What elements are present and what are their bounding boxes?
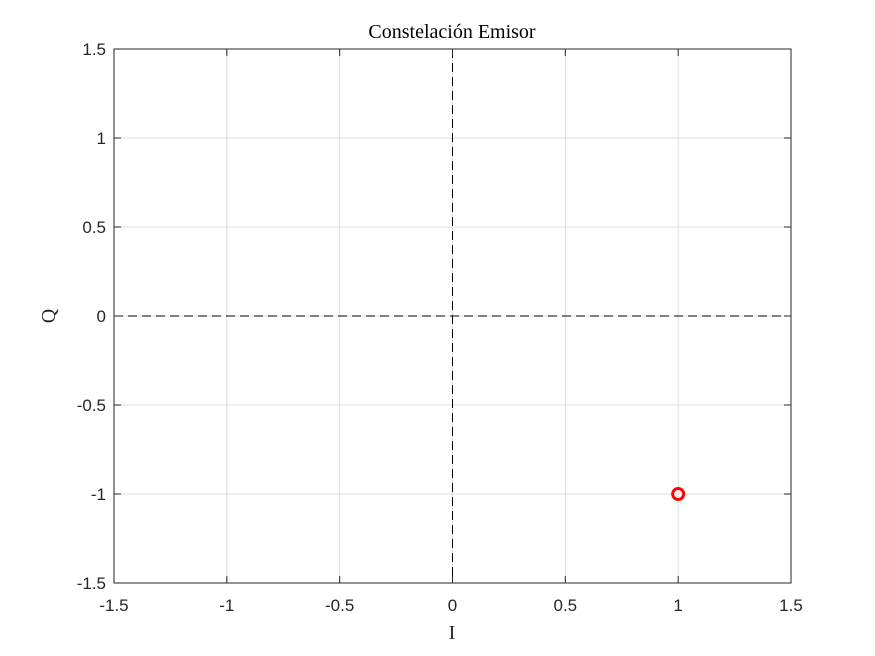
chart-title: Constelación Emisor [368, 21, 536, 43]
x-tick-label: -1.5 [99, 596, 128, 615]
x-tick-labels: -1.5 -1 -0.5 0 0.5 1 1.5 [99, 596, 802, 615]
x-tick-label: 0 [448, 596, 457, 615]
y-axis-label: Q [38, 308, 60, 323]
y-tick-label: 0.5 [82, 218, 106, 237]
x-tick-label: 1 [673, 596, 682, 615]
x-tick-label: 0.5 [554, 596, 578, 615]
y-tick-label: -0.5 [77, 396, 106, 415]
y-tick-label: 1 [97, 129, 106, 148]
reference-lines [114, 49, 791, 583]
x-tick-label: 1.5 [779, 596, 803, 615]
x-axis-label: I [449, 622, 456, 644]
y-tick-label: -1 [91, 485, 106, 504]
x-tick-label: -1 [219, 596, 234, 615]
data-point [671, 487, 686, 501]
y-tick-label: 0 [97, 307, 106, 326]
y-tick-label: -1.5 [77, 574, 106, 593]
axes-box [113, 48, 792, 584]
y-tick-labels: -1.5 -1 -0.5 0 0.5 1 1.5 [77, 40, 106, 593]
y-tick-label: 1.5 [82, 40, 106, 59]
data-points [671, 487, 686, 501]
x-tick-label: -0.5 [325, 596, 354, 615]
